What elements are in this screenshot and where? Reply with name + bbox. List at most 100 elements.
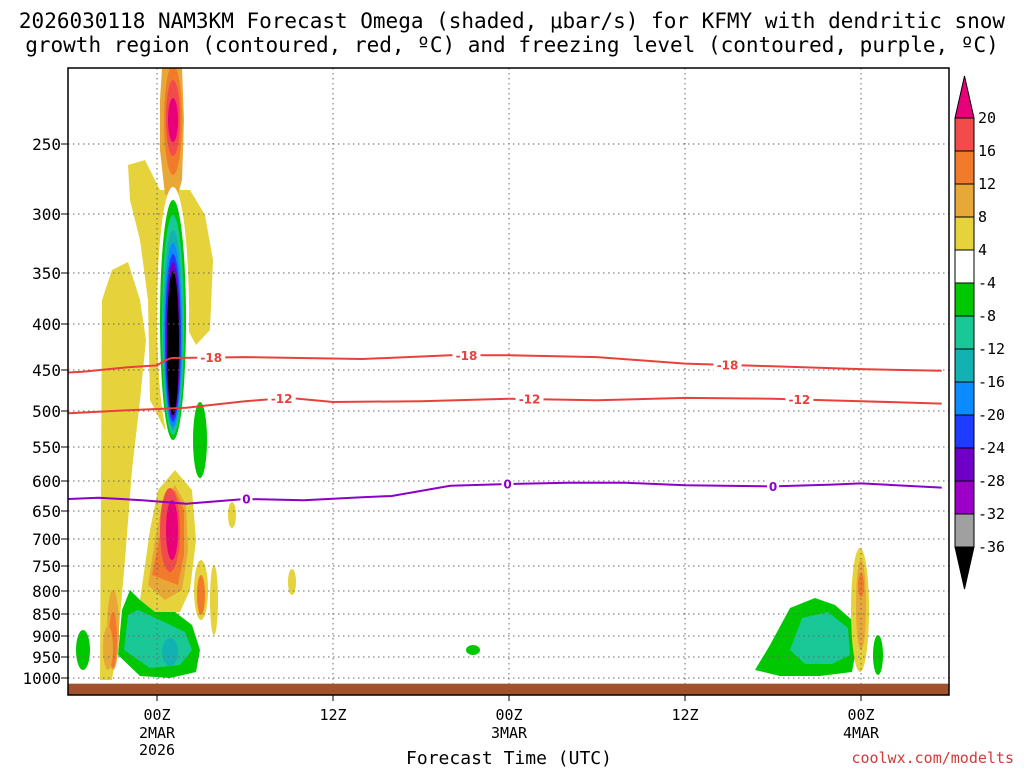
contour-label-0-0: 0 (242, 493, 250, 507)
colorbar-swatch-7 (954, 348, 975, 383)
contour-label--12-1: -12 (519, 393, 541, 407)
colorbar-swatch-2 (954, 183, 975, 218)
contour-label-bg (452, 348, 481, 363)
contour-label-0-2: 0 (769, 480, 777, 494)
colorbar-label-5: -4 (978, 274, 996, 292)
x-tick-label-4-0: 00Z (847, 706, 874, 724)
contour-label-bg (515, 392, 544, 407)
omega-region-surface-left-yellow (103, 626, 113, 670)
omega-region-surface-small-green (466, 645, 480, 655)
omega-region-lower-streak-mid-in (197, 575, 205, 615)
colorbar-swatch-12 (954, 513, 975, 548)
contour-label-0-1: 0 (503, 478, 511, 492)
contour-lines: -18 -18 -18 -12 -12 -12 0 0 0 (68, 348, 942, 507)
colorbar-label-12: -32 (978, 505, 1005, 523)
omega-region-green-streak-2 (228, 502, 236, 528)
contour-label--18-0: -18 (200, 351, 222, 365)
colorbar-swatch-8 (954, 381, 975, 416)
colorbar-label-0: 20 (978, 109, 996, 127)
y-tick-label-350: 350 (32, 264, 61, 283)
y-tick-label-300: 300 (32, 205, 61, 224)
contour-label-bg (713, 357, 742, 372)
chart-title-line2: growth region (contoured, red, ºC) and f… (25, 33, 999, 57)
colorbar-swatch-4 (954, 249, 975, 284)
x-tick-label-0-2: 2026 (139, 741, 175, 759)
omega-shading (76, 68, 883, 680)
credit-label: coolwx.com/modelts (851, 749, 1014, 767)
contour-label-bg (197, 350, 226, 365)
colorbar-label-2: 12 (978, 175, 996, 193)
omega-region-surface-left-green-2 (76, 630, 90, 670)
omega-region-surface-left-cyan (162, 638, 178, 666)
y-tick-label-700: 700 (32, 530, 61, 549)
colorbar: 20 16 12 8 4 -4 -8 -12 -16 -20 -24 -28 -32 -36 (954, 75, 1005, 590)
colorbar-bottom-arrow (954, 546, 975, 590)
colorbar-label-10: -24 (978, 439, 1005, 457)
omega-region-upper-column-core (168, 98, 178, 142)
omega-region-small-yellow (288, 569, 296, 595)
y-tick-label-400: 400 (32, 315, 61, 334)
omega-region-lower-streak-3 (210, 565, 218, 635)
contour-label-bg (501, 477, 514, 492)
contour-label--18-2: -18 (717, 358, 739, 372)
omega-region-right-green-streak (873, 635, 883, 675)
colorbar-label-6: -8 (978, 307, 996, 325)
y-tick-label-1000: 1000 (22, 669, 61, 688)
omega-region-downdraft-core (167, 271, 179, 415)
colorbar-swatch-6 (954, 315, 975, 350)
contour-label-bg (267, 391, 296, 406)
colorbar-swatch-10 (954, 447, 975, 482)
colorbar-top-arrow (954, 75, 975, 119)
y-tick-label-450: 450 (32, 361, 61, 380)
colorbar-label-3: 8 (978, 208, 987, 226)
x-tick-label-2-0: 00Z (495, 706, 522, 724)
colorbar-label-1: 16 (978, 142, 996, 160)
surface-band (68, 683, 949, 695)
colorbar-label-13: -36 (978, 538, 1005, 556)
y-tick-label-650: 650 (32, 502, 61, 521)
contour-label-bg (240, 492, 253, 507)
colorbar-label-8: -16 (978, 373, 1005, 391)
x-tick-label-4-1: 4MAR (843, 724, 880, 742)
y-tick-label-550: 550 (32, 438, 61, 457)
colorbar-label-7: -12 (978, 340, 1005, 358)
x-tick-label-1-0: 12Z (319, 706, 346, 724)
pressure-axis: 250 300 350 400 450 500 550 600 650 700 750 800 850 9… (22, 135, 68, 688)
y-tick-label-250: 250 (32, 135, 61, 154)
surface-band-rect (68, 683, 949, 695)
y-tick-label-600: 600 (32, 472, 61, 491)
y-tick-label-500: 500 (32, 402, 61, 421)
contour-line-0 (68, 481, 942, 505)
x-tick-label-2-1: 3MAR (491, 724, 528, 742)
y-tick-label-850: 850 (32, 605, 61, 624)
colorbar-swatch-1 (954, 150, 975, 185)
colorbar-swatch-5 (954, 282, 975, 317)
contour-label--12-0: -12 (271, 392, 293, 406)
colorbar-swatch-0 (954, 117, 975, 152)
colorbar-label-11: -28 (978, 472, 1005, 490)
contour-label-bg (767, 479, 779, 494)
contour-label--12-2: -12 (789, 393, 811, 407)
colorbar-swatch-3 (954, 216, 975, 251)
omega-region-lower-updraft-core2 (166, 500, 178, 560)
colorbar-label-9: -20 (978, 406, 1005, 424)
contour-label--18-1: -18 (456, 349, 478, 363)
contour-label-bg (785, 392, 814, 407)
y-tick-label-750: 750 (32, 557, 61, 576)
y-tick-label-900: 900 (32, 627, 61, 646)
x-tick-label-0-0: 00Z (143, 706, 170, 724)
x-axis-title: Forecast Time (UTC) (406, 748, 612, 768)
x-tick-label-0-1: 2MAR (139, 724, 176, 742)
omega-region-green-streak-1 (193, 402, 207, 478)
colorbar-swatch-9 (954, 414, 975, 449)
colorbar-swatch-11 (954, 480, 975, 515)
colorbar-label-4: 4 (978, 241, 987, 259)
y-tick-label-950: 950 (32, 648, 61, 667)
chart-title-line1: 2026030118 NAM3KM Forecast Omega (shaded… (19, 9, 1006, 33)
y-tick-label-800: 800 (32, 582, 61, 601)
contour-line--12 (68, 396, 942, 415)
omega-region-surface-right-teal (790, 612, 850, 664)
x-tick-label-3-0: 12Z (671, 706, 698, 724)
